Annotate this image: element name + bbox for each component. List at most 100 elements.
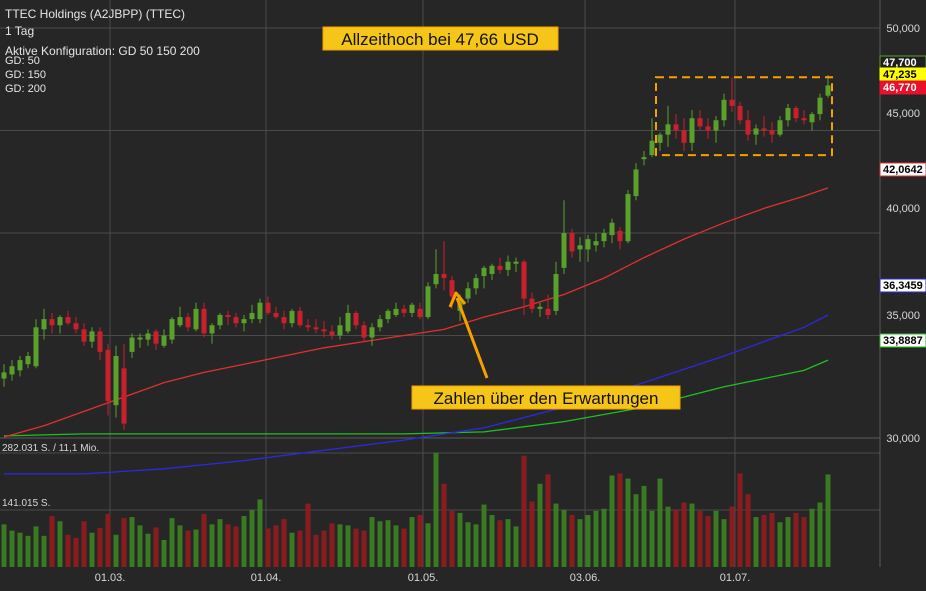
volume-bar bbox=[801, 517, 807, 567]
volume-bar bbox=[825, 474, 831, 567]
volume-bar bbox=[9, 530, 15, 567]
volume-bar bbox=[65, 534, 71, 567]
volume-bar bbox=[809, 508, 815, 567]
candle bbox=[81, 323, 87, 346]
volume-bar bbox=[513, 526, 519, 567]
candle bbox=[161, 329, 167, 348]
volume-bar bbox=[497, 520, 503, 567]
volume-bar bbox=[737, 473, 743, 567]
volume-bar bbox=[553, 503, 559, 567]
candle bbox=[225, 310, 231, 326]
y-tick-label: 45,000 bbox=[886, 108, 920, 120]
volume-bar bbox=[569, 515, 575, 567]
candle-body bbox=[633, 169, 639, 197]
candle-body bbox=[209, 325, 215, 334]
volume-bar bbox=[689, 503, 695, 567]
candle bbox=[145, 329, 151, 346]
all-time-high-range-box bbox=[655, 76, 833, 157]
candle bbox=[521, 259, 527, 315]
configuration-label: Aktive Konfiguration: GD 50 150 200 bbox=[5, 44, 200, 58]
y-tick-label: 50,000 bbox=[886, 23, 920, 35]
x-tick-label: 03.06. bbox=[570, 572, 601, 584]
volume-bar bbox=[449, 510, 455, 567]
moving-average-ma50 bbox=[3, 187, 829, 438]
candle bbox=[281, 310, 287, 330]
candle bbox=[169, 317, 175, 344]
candle-body bbox=[409, 304, 415, 313]
candle bbox=[297, 306, 303, 328]
candle-body bbox=[497, 265, 503, 270]
candle bbox=[753, 124, 759, 145]
candle bbox=[41, 308, 47, 340]
interval-label: 1 Tag bbox=[5, 24, 34, 38]
volume-bar bbox=[129, 517, 135, 567]
candle bbox=[537, 302, 543, 318]
volume-bar bbox=[305, 503, 311, 567]
candle-body bbox=[697, 118, 703, 127]
volume-bar bbox=[593, 510, 599, 567]
candle bbox=[129, 333, 135, 359]
volume-bar bbox=[145, 533, 151, 567]
volume-bar bbox=[785, 517, 791, 567]
candle bbox=[305, 319, 311, 332]
candle bbox=[481, 265, 487, 289]
candle bbox=[377, 315, 383, 332]
volume-bar bbox=[209, 524, 215, 567]
x-tick-label: 01.07. bbox=[720, 572, 751, 584]
candle bbox=[153, 329, 159, 350]
candle-body bbox=[265, 302, 271, 313]
volume-bar bbox=[345, 525, 351, 567]
candle bbox=[65, 310, 71, 326]
volume-bar bbox=[665, 506, 671, 567]
candle-body bbox=[97, 331, 103, 352]
price-tag-box bbox=[879, 162, 926, 177]
candle bbox=[249, 304, 255, 324]
candle-body bbox=[281, 317, 287, 324]
volume-bar bbox=[297, 530, 303, 567]
price-tag: 47,700 bbox=[879, 55, 926, 70]
candle-body bbox=[233, 317, 239, 324]
candle-body bbox=[273, 312, 279, 318]
volume-bar bbox=[57, 521, 63, 567]
candle bbox=[593, 233, 599, 252]
instrument-title: TTEC Holdings (A2JBPP) (TTEC) bbox=[5, 7, 185, 21]
volume-bar bbox=[185, 530, 191, 567]
candle-body bbox=[121, 368, 127, 424]
volume-bar bbox=[169, 518, 175, 567]
candle bbox=[713, 116, 719, 143]
candle bbox=[673, 114, 679, 139]
candle-body bbox=[481, 267, 487, 277]
candle bbox=[385, 308, 391, 324]
candle bbox=[441, 241, 447, 291]
candle bbox=[769, 122, 775, 143]
candle bbox=[825, 75, 831, 98]
annotation-arrow-shaft bbox=[455, 297, 489, 379]
volume-bar bbox=[417, 515, 423, 567]
candle-body bbox=[17, 360, 23, 371]
candle-body bbox=[9, 366, 15, 375]
candle-body bbox=[417, 308, 423, 318]
volume-bar bbox=[233, 526, 239, 567]
volume-bar bbox=[113, 534, 119, 567]
volume-bar bbox=[137, 525, 143, 567]
annotation-ath-text: Allzeithoch bei 47,66 USD bbox=[341, 30, 539, 49]
candle-body bbox=[145, 333, 151, 340]
candle-body bbox=[49, 319, 55, 326]
volume-bar bbox=[153, 527, 159, 567]
candle-body bbox=[521, 261, 527, 299]
volume-bar bbox=[241, 516, 247, 567]
volume-bar bbox=[713, 510, 719, 567]
candle bbox=[393, 302, 399, 318]
candle bbox=[273, 306, 279, 320]
candle-body bbox=[305, 325, 311, 328]
candle bbox=[73, 317, 79, 334]
candle-body bbox=[569, 233, 575, 252]
candle bbox=[761, 116, 767, 137]
candle-body bbox=[113, 356, 119, 406]
legend-ma150: GD: 150 bbox=[5, 69, 46, 81]
candle bbox=[809, 112, 815, 131]
volume-bar bbox=[105, 513, 111, 567]
price-tag: 36,3459 bbox=[879, 278, 926, 293]
x-tick-label: 01.05. bbox=[408, 572, 439, 584]
